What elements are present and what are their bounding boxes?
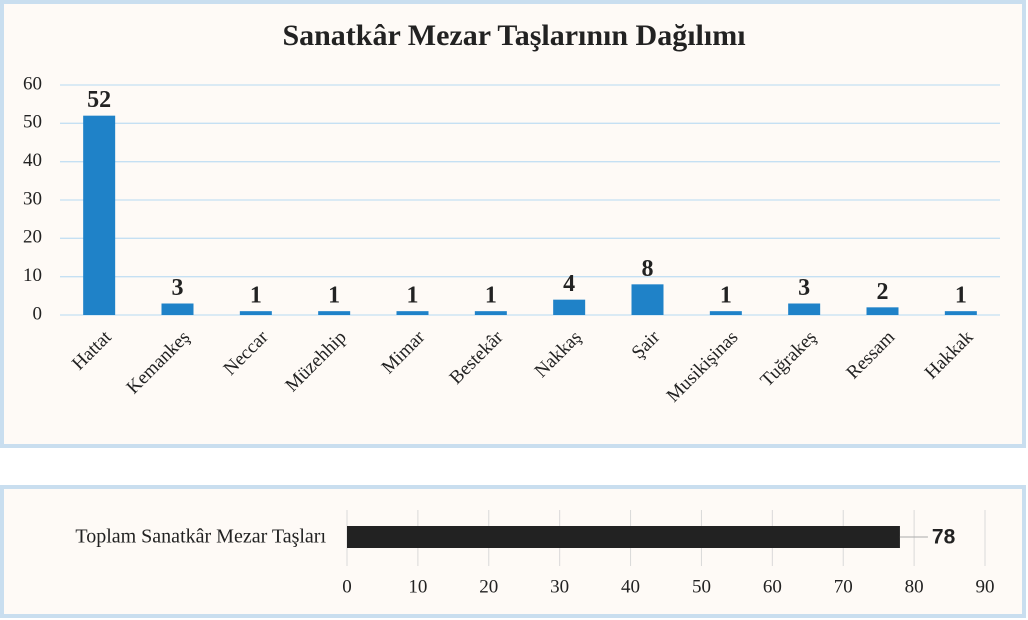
x-tick-label: 90: [976, 576, 995, 597]
data-label: 1: [720, 283, 732, 309]
y-tick-label: Toplam Sanatkâr Mezar Taşları: [75, 526, 326, 548]
bar: [944, 311, 977, 315]
data-label: 3: [172, 275, 184, 301]
panel: [0, 0, 1026, 448]
y-tick-label: 0: [33, 303, 43, 324]
bar: [709, 311, 742, 315]
x-tick-label: 40: [621, 576, 640, 597]
x-tick-label: 70: [834, 576, 853, 597]
bar: [318, 311, 351, 315]
bar: [866, 307, 899, 315]
bar: [788, 303, 821, 315]
bar: [239, 311, 272, 315]
x-tick-label: 10: [408, 576, 427, 597]
bar: [474, 311, 507, 315]
data-label: 1: [250, 283, 262, 309]
bar: [347, 526, 900, 548]
x-tick-label: 60: [763, 576, 782, 597]
y-tick-label: 60: [23, 73, 42, 94]
data-label: 1: [407, 283, 419, 309]
data-label: 1: [328, 283, 340, 309]
bar: [83, 115, 116, 316]
y-tick-label: 50: [23, 112, 42, 133]
data-label: 78: [932, 526, 956, 549]
data-label: 1: [485, 283, 497, 309]
y-tick-label: 10: [23, 265, 42, 286]
data-label: 2: [877, 279, 889, 305]
data-label: 1: [955, 283, 967, 309]
x-tick-label: 50: [692, 576, 711, 597]
y-tick-label: 40: [23, 150, 42, 171]
y-tick-label: 30: [23, 188, 42, 209]
x-tick-label: 30: [550, 576, 569, 597]
bar: [396, 311, 429, 315]
panel: [0, 485, 1026, 618]
bar: [161, 303, 194, 315]
chart-title: Sanatkâr Mezar Taşlarının Dağılımı: [282, 19, 745, 52]
bar: [553, 299, 586, 315]
x-tick-label: 80: [905, 576, 924, 597]
y-tick-label: 20: [23, 227, 42, 248]
data-label: 4: [563, 271, 575, 297]
x-tick-label: 20: [479, 576, 498, 597]
data-label: 52: [87, 87, 111, 113]
bar: [631, 284, 664, 315]
data-label: 3: [798, 275, 810, 301]
data-label: 8: [642, 256, 654, 282]
x-tick-label: 0: [342, 576, 352, 597]
